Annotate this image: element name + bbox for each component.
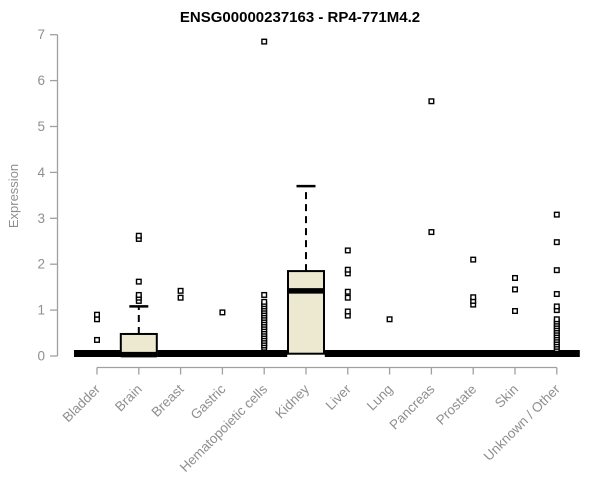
x-category-label: Gastric <box>188 381 229 422</box>
outlier-point <box>386 316 393 323</box>
outlier-point <box>177 287 184 294</box>
outlier-point <box>344 294 351 301</box>
x-category-label: Skin <box>492 382 521 411</box>
outlier-point <box>428 229 435 236</box>
collapsed-box-8 <box>408 350 455 357</box>
collapsed-box-0 <box>74 350 120 357</box>
y-tick-label: 3 <box>37 211 45 226</box>
outlier-point <box>553 211 560 218</box>
x-category-label: Unknown / Other <box>481 381 564 464</box>
outlier-point <box>135 291 142 298</box>
x-category-label: Kidney <box>272 381 312 421</box>
outlier-point <box>428 98 435 105</box>
collapsed-box-2 <box>157 350 204 357</box>
y-tick-label: 7 <box>37 27 45 42</box>
outlier-point <box>553 239 560 246</box>
outlier-point <box>553 267 560 274</box>
y-tick-label: 0 <box>37 349 45 364</box>
collapsed-box-3 <box>199 350 246 357</box>
box-5 <box>287 270 325 355</box>
collapsed-box-10 <box>492 350 538 357</box>
y-tick-label: 1 <box>37 303 45 318</box>
x-category-label: Lung <box>364 382 396 414</box>
outlier-point <box>135 278 142 285</box>
chart-title: ENSG00000237163 - RP4-771M4.2 <box>179 9 421 26</box>
x-category-label: Prostate <box>433 382 479 428</box>
outlier-point <box>470 256 477 263</box>
outlier-point <box>135 232 142 239</box>
outlier-point <box>93 336 100 343</box>
y-tick-label: 4 <box>37 165 45 180</box>
outlier-point <box>344 288 351 295</box>
outlier-point <box>344 266 351 273</box>
x-category-label: Breast <box>149 381 187 419</box>
outlier-point <box>344 247 351 254</box>
x-category-label: Brain <box>112 382 145 415</box>
outlier-point <box>470 294 477 301</box>
outlier-point <box>512 308 519 315</box>
outlier-point <box>512 274 519 281</box>
collapsed-box-4 <box>241 350 288 357</box>
outlier-point <box>219 309 226 316</box>
collapsed-box-11 <box>533 350 580 357</box>
collapsed-box-9 <box>450 350 497 357</box>
outlier-point <box>261 298 268 305</box>
outlier-point <box>553 316 560 323</box>
y-tick-label: 5 <box>37 119 45 134</box>
outlier-point <box>177 294 184 301</box>
y-tick-label: 2 <box>37 257 45 272</box>
outlier-point <box>344 308 351 315</box>
collapsed-box-6 <box>324 350 371 357</box>
outlier-point <box>261 38 268 45</box>
x-category-label: Liver <box>323 381 355 413</box>
collapsed-box-7 <box>366 350 413 357</box>
outlier-point <box>553 291 560 298</box>
y-tick-label: 6 <box>37 73 45 88</box>
x-category-label: Bladder <box>60 381 104 425</box>
x-category-label: Pancreas <box>387 381 438 432</box>
outlier-point <box>261 291 268 298</box>
outlier-point <box>553 303 560 310</box>
outlier-point <box>93 311 100 318</box>
outlier-point <box>512 286 519 293</box>
